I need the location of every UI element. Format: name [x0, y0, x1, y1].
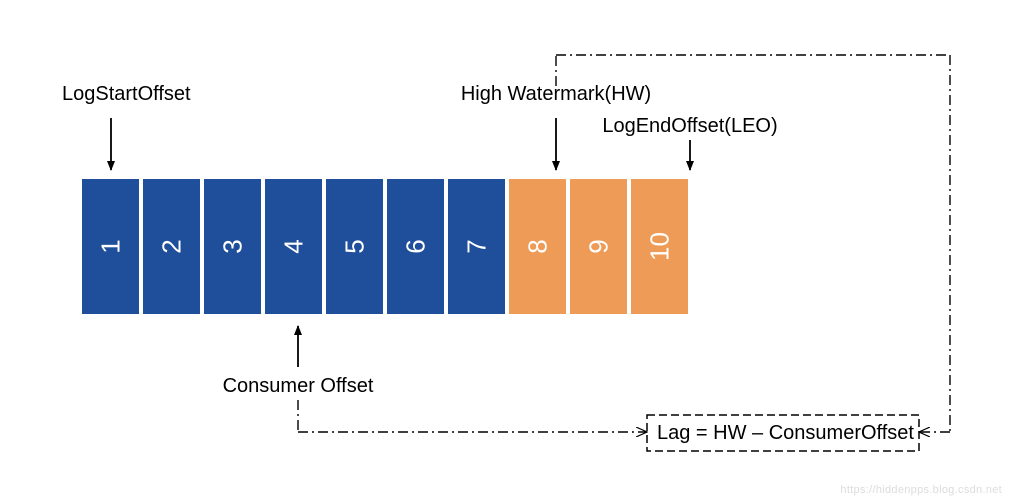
- label-consumer-offset: Consumer Offset: [223, 375, 374, 397]
- log-cells: 1 2 3 4 5 6 7 8 9 10: [82, 179, 688, 314]
- log-cell-number: 10: [645, 232, 675, 261]
- lag-formula-text: Lag = HW – ConsumerOffset: [657, 422, 914, 444]
- log-cell-number: 6: [401, 239, 431, 253]
- offset-diagram: 1 2 3 4 5 6 7 8 9 10 LogStartOffset High Watermar…: [0, 0, 1010, 502]
- watermark-text: https://hiddenpps.blog.csdn.net: [840, 484, 1002, 496]
- log-cell-number: 2: [157, 239, 187, 253]
- log-cell-number: 5: [340, 239, 370, 253]
- log-cell-number: 3: [218, 239, 248, 253]
- log-cell-number: 4: [279, 239, 309, 253]
- label-high-watermark: High Watermark(HW): [461, 83, 651, 105]
- log-cell-number: 9: [584, 239, 614, 253]
- label-log-start-offset: LogStartOffset: [62, 83, 191, 105]
- log-cell-number: 1: [96, 239, 126, 253]
- lag-formula-box: Lag = HW – ConsumerOffset: [647, 415, 919, 451]
- label-log-end-offset: LogEndOffset(LEO): [602, 115, 777, 137]
- log-cell-number: 7: [462, 239, 492, 253]
- log-cell-number: 8: [523, 239, 553, 253]
